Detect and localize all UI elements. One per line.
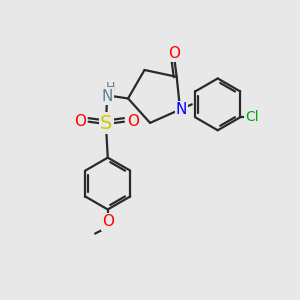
Text: O: O [168, 46, 180, 61]
Text: H: H [106, 81, 115, 94]
Text: O: O [127, 114, 139, 129]
Text: O: O [102, 214, 114, 229]
Text: N: N [176, 102, 187, 117]
Text: O: O [74, 114, 86, 129]
Text: Cl: Cl [245, 110, 259, 124]
Text: N: N [101, 88, 112, 104]
Text: S: S [100, 114, 112, 133]
